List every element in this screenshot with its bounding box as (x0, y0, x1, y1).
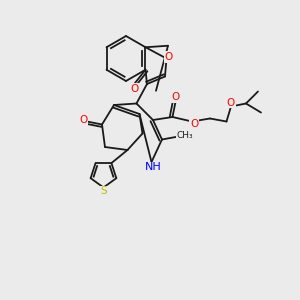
Text: O: O (164, 52, 173, 62)
Text: O: O (190, 119, 198, 130)
Text: NH: NH (145, 162, 161, 172)
Text: O: O (130, 84, 138, 94)
Text: O: O (227, 98, 235, 108)
Text: S: S (100, 186, 107, 196)
Text: O: O (79, 115, 88, 125)
Text: CH₃: CH₃ (176, 130, 193, 140)
Text: O: O (171, 92, 180, 103)
